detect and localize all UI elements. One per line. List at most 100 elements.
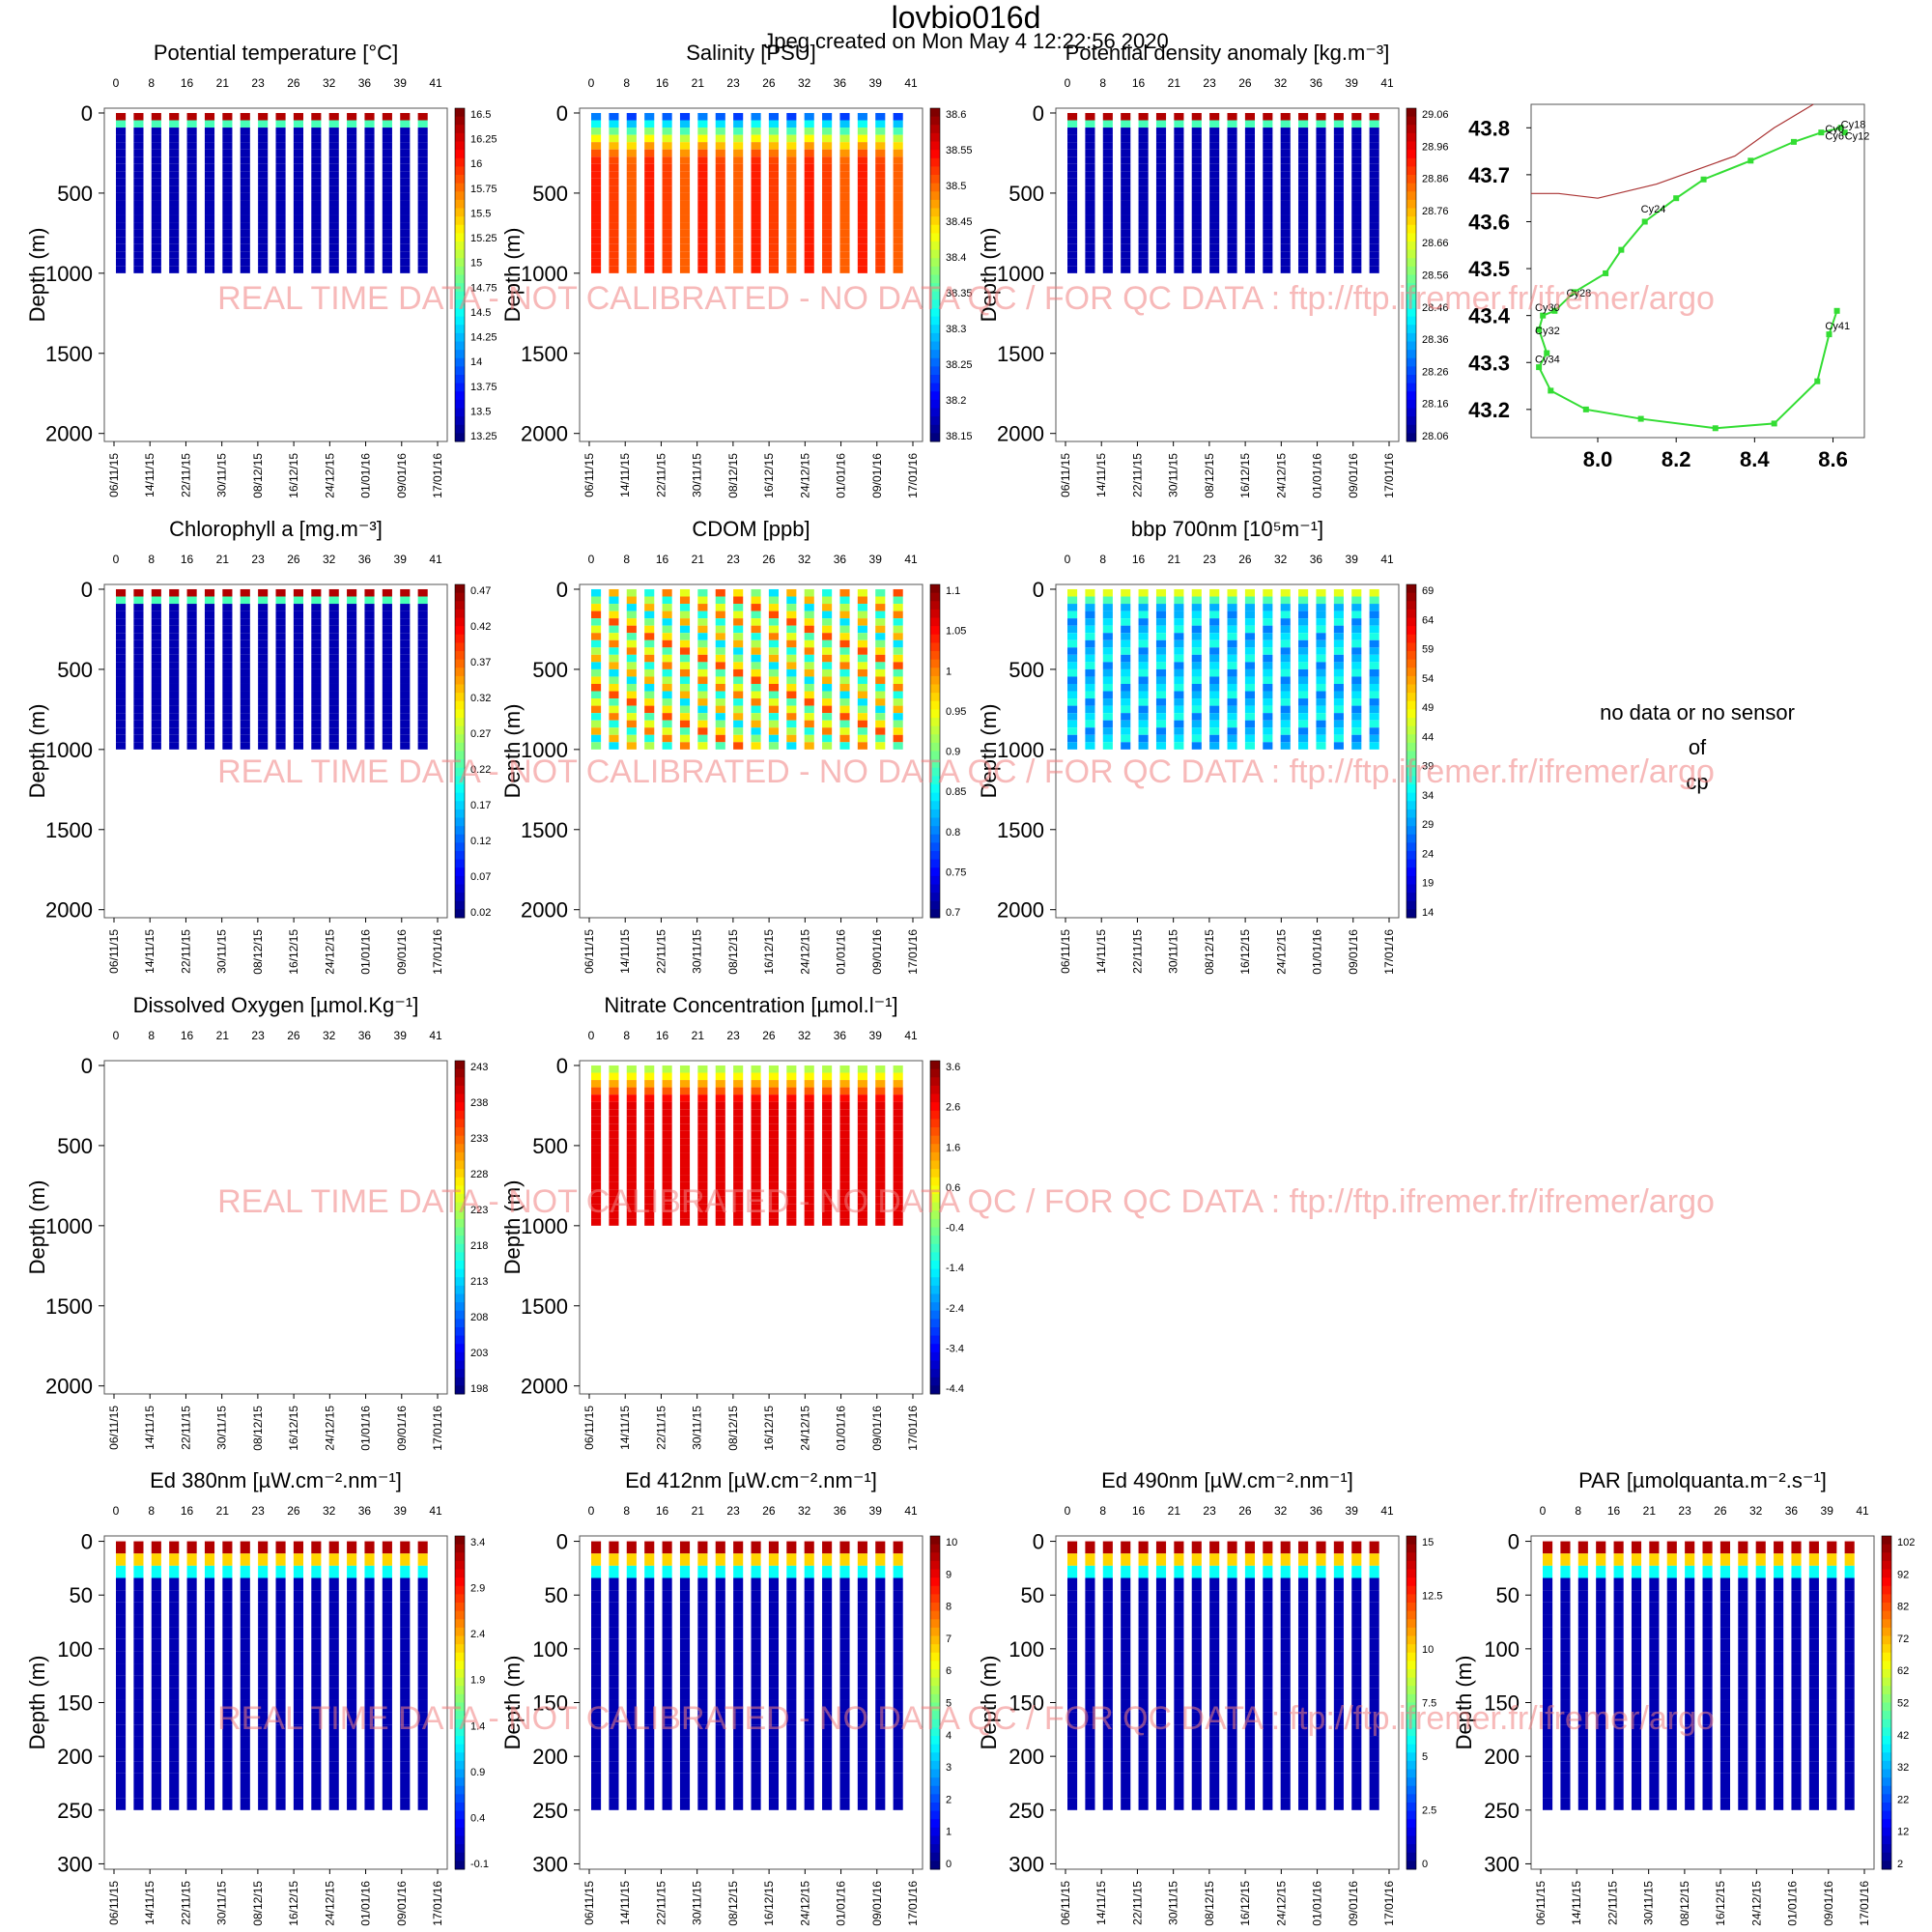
data-cell (240, 668, 250, 677)
data-cell (347, 178, 357, 186)
data-cell (1244, 691, 1256, 699)
data-cell (697, 1167, 708, 1176)
data-cell (1121, 676, 1131, 684)
date-tick-label: 14/11/15 (143, 1406, 156, 1450)
data-cell (1209, 1553, 1220, 1566)
data-cell (400, 222, 411, 230)
data-cell (1263, 647, 1273, 655)
data-cell (1174, 243, 1184, 252)
data-cell (204, 243, 215, 252)
data-cell (893, 604, 903, 611)
data-cell (1174, 611, 1184, 619)
data-cell (1174, 1748, 1184, 1762)
data-cell (169, 149, 180, 157)
data-cell (1333, 625, 1344, 634)
data-cell (893, 222, 903, 230)
data-cell (204, 1627, 215, 1639)
data-cell (1369, 727, 1379, 735)
data-cell (715, 698, 725, 706)
data-cell (768, 1101, 780, 1110)
data-cell (1263, 120, 1273, 128)
data-cell (1244, 222, 1256, 230)
data-cell (1227, 633, 1237, 640)
data-cell (1121, 214, 1131, 223)
data-cell (258, 222, 269, 230)
colorbar-cell (455, 199, 465, 209)
data-cell (186, 1590, 197, 1603)
data-cell (1280, 1761, 1291, 1774)
data-cell (1155, 691, 1167, 699)
data-cell (204, 156, 215, 164)
data-cell (1121, 192, 1131, 201)
data-cell (293, 1675, 304, 1689)
data-cell (644, 1748, 655, 1762)
data-cell (733, 1651, 744, 1664)
colorbar-cell (1406, 784, 1416, 794)
data-cell (240, 1553, 250, 1566)
data-cell (679, 698, 691, 706)
colorbar-tick-label: 1 (946, 1827, 952, 1838)
data-cell (1102, 128, 1113, 135)
date-tick-label: 24/12/15 (323, 453, 336, 498)
colorbar-tick-label: 16.25 (470, 134, 497, 146)
data-cell (1191, 654, 1202, 663)
data-cell (768, 1699, 780, 1713)
data-cell (151, 588, 161, 597)
data-cell (1351, 625, 1362, 634)
colorbar-cell (455, 116, 465, 126)
data-cell (400, 112, 411, 121)
data-cell (679, 1138, 691, 1146)
data-cell (258, 647, 269, 655)
data-cell (875, 720, 886, 728)
data-cell (697, 1724, 708, 1737)
data-cell (1155, 1577, 1167, 1591)
data-cell (116, 1798, 127, 1810)
data-cell (857, 1651, 867, 1664)
data-cell (609, 742, 619, 750)
data-cell (1174, 192, 1184, 201)
data-cell (275, 1602, 286, 1615)
data-cell (1191, 662, 1202, 669)
data-cell (258, 727, 269, 735)
data-cell (768, 713, 780, 721)
data-cell (804, 1541, 814, 1554)
data-cell (417, 1688, 428, 1700)
data-cell (1244, 120, 1256, 128)
data-cell (293, 742, 304, 750)
data-cell (328, 222, 339, 230)
data-cell (839, 1123, 850, 1131)
data-cell (839, 1614, 850, 1628)
data-cell (644, 251, 655, 259)
colorbar-cell (1406, 108, 1416, 118)
data-cell (786, 1152, 797, 1160)
data-cell (697, 163, 708, 172)
colorbar-cell (1406, 366, 1416, 376)
data-cell (1316, 237, 1326, 244)
data-cell (204, 1785, 215, 1799)
data-cell (1121, 243, 1131, 252)
data-cell (1227, 727, 1237, 735)
data-cell (857, 1699, 867, 1713)
data-cell (644, 1553, 655, 1566)
data-cell (1280, 222, 1291, 230)
data-cell (1138, 676, 1149, 684)
data-cell (1333, 596, 1344, 605)
data-cell (591, 1065, 602, 1073)
colorbar-cell (455, 1169, 465, 1179)
data-cell (1085, 1663, 1095, 1676)
colorbar-cell (930, 1552, 940, 1562)
data-cell (133, 1748, 144, 1762)
data-cell (1174, 171, 1184, 179)
data-cell (626, 1087, 637, 1095)
data-cell (1102, 727, 1113, 735)
data-cell (626, 1101, 637, 1110)
data-cell (1209, 243, 1220, 252)
data-cell (1102, 207, 1113, 215)
data-cell (822, 683, 833, 692)
data-cell (417, 734, 428, 743)
data-cell (364, 1553, 375, 1566)
data-cell (644, 1785, 655, 1799)
data-cell (169, 691, 180, 699)
data-cell (822, 639, 833, 648)
cycle-tick-label: 8 (623, 553, 630, 566)
